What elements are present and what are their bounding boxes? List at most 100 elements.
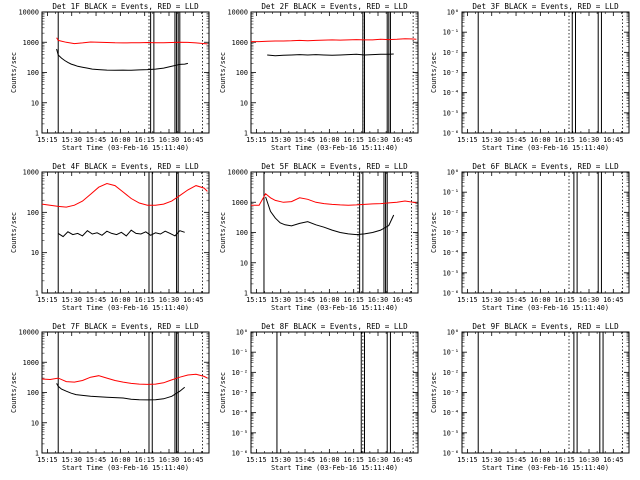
x-tick-label: 15:45 — [295, 136, 315, 144]
y-tick-label: 10⁻³ — [443, 69, 459, 77]
events-line — [57, 229, 185, 238]
y-tick-label: 1000 — [23, 359, 39, 367]
y-tick-label: 10 — [31, 249, 39, 257]
panel-title: Det 7F BLACK = Events, RED = LLD — [52, 322, 199, 331]
x-tick-label: 15:30 — [481, 296, 501, 304]
y-tick-label: 1000 — [23, 39, 39, 47]
x-tick-label: 15:30 — [481, 136, 501, 144]
y-tick-label: 10⁰ — [236, 329, 248, 337]
x-tick-label: 16:00 — [530, 456, 550, 464]
x-tick-label: 16:15 — [134, 136, 154, 144]
x-tick-label: 15:15 — [37, 456, 57, 464]
panel-title: Det 4F BLACK = Events, RED = LLD — [52, 162, 199, 171]
y-axis-label: Counts/sec — [430, 212, 438, 253]
x-axis-label: Start Time (03-Feb-16 15:11:40) — [482, 304, 609, 312]
y-tick-label: 10 — [240, 99, 248, 107]
y-axis-label: Counts/sec — [219, 212, 227, 253]
x-tick-label: 16:45 — [183, 296, 203, 304]
y-tick-label: 1 — [35, 130, 39, 138]
x-tick-label: 16:15 — [554, 296, 574, 304]
x-tick-label: 16:30 — [579, 456, 599, 464]
y-axis-label: Counts/sec — [219, 52, 227, 93]
panel-title: Det 1F BLACK = Events, RED = LLD — [52, 2, 199, 11]
x-tick-label: 16:00 — [319, 456, 339, 464]
y-axis-label: Counts/sec — [10, 52, 18, 93]
x-tick-label: 16:45 — [183, 136, 203, 144]
y-tick-label: 10⁻⁴ — [443, 249, 459, 257]
x-axis-label: Start Time (03-Feb-16 15:11:40) — [271, 464, 398, 472]
y-tick-label: 10 — [31, 419, 39, 427]
x-tick-label: 15:45 — [506, 456, 526, 464]
x-tick-label: 16:30 — [368, 296, 388, 304]
y-tick-label: 10⁻⁶ — [443, 450, 459, 458]
y-tick-label: 100 — [236, 229, 248, 237]
x-tick-label: 16:30 — [159, 136, 179, 144]
x-tick-label: 15:45 — [506, 296, 526, 304]
x-tick-label: 15:45 — [295, 456, 315, 464]
x-tick-label: 16:00 — [530, 136, 550, 144]
x-tick-label: 16:45 — [183, 456, 203, 464]
y-tick-label: 10⁰ — [447, 9, 459, 17]
x-axis-label: Start Time (03-Feb-16 15:11:40) — [271, 144, 398, 152]
x-tick-label: 15:45 — [86, 136, 106, 144]
panel-title: Det 6F BLACK = Events, RED = LLD — [472, 162, 619, 171]
x-tick-label: 16:15 — [343, 136, 363, 144]
x-axis-label: Start Time (03-Feb-16 15:11:40) — [271, 304, 398, 312]
x-axis-label: Start Time (03-Feb-16 15:11:40) — [62, 304, 189, 312]
x-tick-label: 15:45 — [86, 456, 106, 464]
panel-title: Det 8F BLACK = Events, RED = LLD — [261, 322, 408, 331]
x-tick-label: 15:45 — [295, 296, 315, 304]
y-tick-label: 10⁻⁵ — [443, 429, 459, 437]
panel-title: Det 2F BLACK = Events, RED = LLD — [261, 2, 408, 11]
x-tick-label: 16:45 — [603, 136, 623, 144]
y-tick-label: 1 — [244, 290, 248, 298]
y-tick-label: 10⁻⁴ — [232, 409, 248, 417]
x-tick-label: 15:45 — [86, 296, 106, 304]
plot-frame — [461, 171, 630, 294]
y-tick-label: 10⁻⁶ — [232, 450, 248, 458]
y-tick-label: 10000 — [228, 9, 248, 17]
x-tick-label: 16:15 — [134, 296, 154, 304]
plot-frame — [461, 11, 630, 134]
y-tick-label: 1000 — [23, 169, 39, 177]
x-tick-label: 16:15 — [343, 296, 363, 304]
y-tick-label: 10⁻² — [443, 49, 459, 57]
y-axis-label: Counts/sec — [430, 52, 438, 93]
x-tick-label: 16:45 — [603, 456, 623, 464]
x-tick-label: 16:15 — [554, 136, 574, 144]
plot-frame — [461, 331, 630, 454]
lld-line — [251, 193, 417, 206]
y-tick-label: 100 — [27, 389, 39, 397]
plot-frame — [41, 11, 210, 134]
events-line — [267, 53, 394, 57]
x-tick-label: 16:15 — [554, 456, 574, 464]
y-axis-label: Counts/sec — [430, 372, 438, 413]
x-tick-label: 15:15 — [246, 456, 266, 464]
y-axis-label: Counts/sec — [10, 212, 18, 253]
x-tick-label: 15:30 — [61, 296, 81, 304]
y-tick-label: 100 — [27, 69, 39, 77]
y-tick-label: 1000 — [232, 39, 248, 47]
x-tick-label: 15:30 — [270, 296, 290, 304]
x-axis-label: Start Time (03-Feb-16 15:11:40) — [482, 144, 609, 152]
y-tick-label: 10⁻³ — [232, 389, 248, 397]
x-tick-label: 15:30 — [270, 456, 290, 464]
y-tick-label: 100 — [236, 69, 248, 77]
y-tick-label: 10⁻⁴ — [443, 409, 459, 417]
y-tick-label: 10⁻¹ — [443, 189, 459, 197]
panel-title: Det 9F BLACK = Events, RED = LLD — [472, 322, 619, 331]
y-tick-label: 10⁻⁵ — [232, 429, 248, 437]
plot-frame — [250, 331, 419, 454]
x-tick-label: 16:30 — [368, 136, 388, 144]
x-tick-label: 15:15 — [37, 136, 57, 144]
lld-line — [41, 373, 208, 385]
x-tick-label: 16:00 — [110, 296, 130, 304]
events-line — [56, 48, 189, 71]
y-tick-label: 10⁻³ — [443, 389, 459, 397]
x-tick-label: 15:30 — [270, 136, 290, 144]
y-tick-label: 10⁻⁶ — [443, 130, 459, 138]
y-tick-label: 100 — [27, 209, 39, 217]
plot-frame — [41, 171, 210, 294]
y-tick-label: 10⁰ — [447, 169, 459, 177]
